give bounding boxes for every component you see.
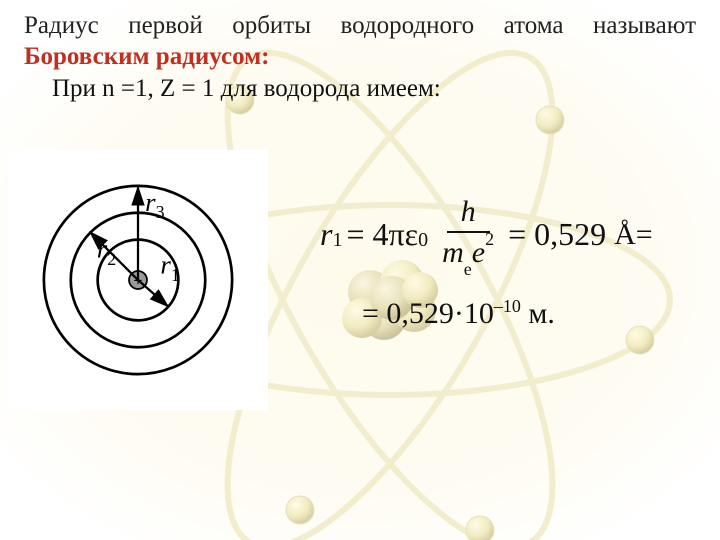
angstrom-symbol: Å=	[614, 218, 653, 252]
formula-num: h	[447, 195, 490, 233]
intro-paragraph: Радиус первой орбиты водородного атома н…	[24, 10, 696, 73]
label-r1: r1	[160, 250, 179, 285]
label-r3: r3	[145, 187, 164, 222]
formula-value: = 0,529	[508, 216, 606, 253]
formula-block: r1 = 4πε0 h mee2 = 0,529 Å= = 0,529·10–1…	[320, 195, 710, 331]
result-value: = 0,529·10	[362, 297, 494, 330]
bohr-radius-label: Боровским радиусом:	[24, 43, 269, 70]
orbit-figure: + r1 r2 r3	[8, 150, 268, 410]
formula-fraction: h mee2	[436, 195, 500, 274]
result-exp: –10	[494, 296, 521, 316]
formula-4pieps: = 4πε	[346, 216, 418, 253]
formula-sub1: 1	[332, 229, 342, 252]
formula-eps0: 0	[418, 229, 428, 252]
formula-r: r	[320, 216, 332, 253]
condition-line: При n =1, Z = 1 для водорода имеем:	[24, 75, 696, 103]
label-r2: r2	[97, 234, 116, 269]
bohr-radius-formula: r1 = 4πε0 h mee2 = 0,529 Å=	[320, 195, 710, 274]
result-line: = 0,529·10–10 м.	[362, 296, 710, 331]
result-unit: м.	[521, 297, 555, 330]
formula-den: mee2	[436, 233, 500, 274]
intro-text: Радиус первой орбиты водородного атома н…	[24, 12, 696, 39]
